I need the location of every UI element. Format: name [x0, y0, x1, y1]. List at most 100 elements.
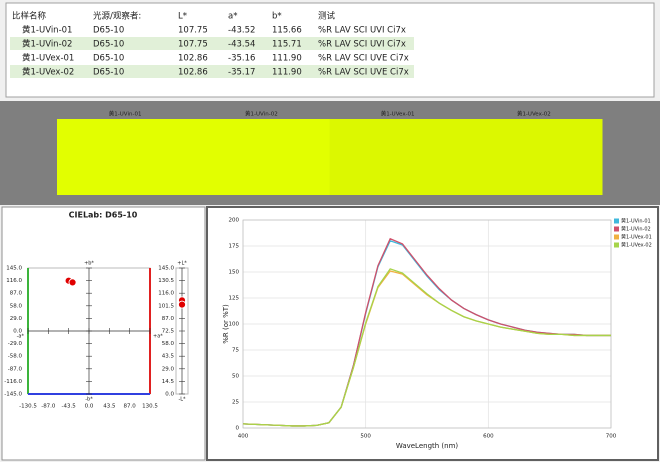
- x-tick-label: 400: [238, 434, 249, 440]
- y-tick-label: 200: [229, 218, 240, 224]
- table-cell: 黄1-UVin-02: [22, 39, 72, 50]
- table-cell: D65-10: [93, 68, 124, 78]
- spectrum-line: [242, 268, 611, 427]
- axis-label: +b*: [84, 261, 94, 267]
- ab-point: [68, 278, 77, 287]
- x-axis-label: WaveLength (nm): [396, 442, 459, 450]
- table-cell: 黄1-UVin-01: [22, 25, 72, 36]
- axis-label: -L*: [178, 397, 186, 403]
- table-cell: D65-10: [93, 40, 124, 50]
- color-swatch: [465, 119, 603, 195]
- legend-label: 黄1-UVex-01: [621, 234, 652, 241]
- column-header: 光源/观察者:: [93, 11, 141, 22]
- y-tick-label: -29.0: [8, 341, 23, 347]
- table-cell: -35.17: [228, 68, 255, 78]
- column-header: a*: [228, 12, 237, 22]
- y-tick-label: 29.0: [10, 316, 23, 322]
- x-tick-label: -43.5: [62, 404, 77, 410]
- y-tick-label: -116.0: [4, 379, 22, 385]
- legend-swatch: [614, 242, 619, 248]
- table-cell: D65-10: [93, 26, 124, 36]
- axis-label: +a*: [153, 334, 163, 340]
- row-highlight: [10, 65, 414, 78]
- x-tick-label: 0.0: [85, 404, 94, 410]
- plot-frame: [242, 219, 612, 429]
- cielab-panel: [1, 206, 206, 461]
- legend-label: 黄1-UVin-01: [621, 218, 651, 225]
- table-cell: 黄1-UVex-01: [22, 53, 74, 64]
- swatch-label: 黄1-UVex-01: [381, 110, 415, 118]
- table-cell: D65-10: [93, 54, 124, 64]
- table-cell: 黄1-UVex-02: [22, 67, 74, 78]
- y-tick-label: 87.0: [10, 291, 23, 297]
- y-tick-label: 50: [232, 374, 239, 380]
- table-cell: %R LAV SCI UVI Ci7x: [318, 26, 406, 36]
- table-cell: -43.54: [228, 40, 255, 50]
- axis-label: +L*: [177, 261, 187, 267]
- y-tick-label: 58.0: [10, 303, 23, 309]
- swatch-label: 黄1-UVex-02: [517, 110, 551, 118]
- y-tick-label: 145.0: [6, 266, 22, 272]
- y-tick-label: 116.0: [6, 278, 22, 284]
- y-tick-label: 125: [229, 296, 240, 302]
- y-tick-label: 100: [229, 322, 240, 328]
- cielab-title: CIELab: D65-10: [69, 211, 138, 220]
- y-axis-label: %R (or %T): [222, 304, 230, 344]
- l-tick-label: 101.5: [158, 303, 174, 309]
- table-cell: 115.66: [272, 26, 302, 36]
- legend-label: 黄1-UVex-02: [621, 242, 652, 249]
- column-header: b*: [272, 12, 282, 22]
- x-tick-label: 43.5: [103, 404, 116, 410]
- l-tick-label: 72.5: [162, 329, 175, 335]
- y-tick-label: -145.0: [4, 392, 22, 398]
- color-swatch: [57, 119, 194, 195]
- color-swatch: [329, 119, 467, 195]
- axis-label: -a*: [17, 334, 25, 340]
- spectrum-panel: [206, 206, 659, 461]
- y-tick-label: -87.0: [8, 366, 23, 372]
- l-tick-label: 0.0: [165, 392, 174, 398]
- l-tick-label: 29.0: [162, 366, 175, 372]
- l-tick-label: 130.5: [158, 278, 174, 284]
- table-cell: 107.75: [178, 40, 208, 50]
- table-cell: 111.90: [272, 54, 302, 64]
- y-tick-label: 175: [229, 244, 240, 250]
- table-cell: 115.71: [272, 40, 302, 50]
- table-cell: -43.52: [228, 26, 255, 36]
- table-cell: 107.75: [178, 26, 208, 36]
- row-highlight: [10, 37, 414, 50]
- x-tick-label: -130.5: [19, 404, 37, 410]
- legend-swatch: [614, 234, 619, 240]
- legend-label: 黄1-UVin-02: [621, 226, 651, 233]
- x-tick-label: 87.0: [124, 404, 137, 410]
- column-header: L*: [178, 12, 187, 22]
- y-tick-label: 0.0: [13, 329, 22, 335]
- l-tick-label: 116.0: [158, 291, 174, 297]
- x-tick-label: -87.0: [41, 404, 56, 410]
- column-header: 测试: [318, 11, 336, 22]
- table-cell: 102.86: [178, 68, 208, 78]
- y-tick-label: 0: [236, 426, 240, 432]
- l-tick-label: 43.5: [162, 354, 175, 360]
- swatch-label: 黄1-UVin-01: [109, 110, 142, 118]
- table-cell: -35.16: [228, 54, 255, 64]
- l-tick-label: 58.0: [162, 341, 175, 347]
- legend-swatch: [614, 218, 619, 224]
- l-tick-label: 14.5: [162, 379, 175, 385]
- column-header: 比样名称: [12, 11, 47, 22]
- legend-swatch: [614, 226, 619, 232]
- y-tick-label: 75: [232, 348, 239, 354]
- table-cell: 102.86: [178, 54, 208, 64]
- axis-label: -b*: [85, 397, 93, 403]
- l-point: [178, 300, 186, 309]
- x-tick-label: 500: [360, 434, 371, 440]
- l-tick-label: 145.0: [158, 266, 174, 272]
- x-tick-label: 700: [606, 434, 617, 440]
- swatch-label: 黄1-UVin-02: [245, 110, 278, 118]
- table-cell: 111.90: [272, 68, 302, 78]
- table-cell: %R LAV SCI UVI Ci7x: [318, 40, 406, 50]
- x-tick-label: 130.5: [142, 404, 158, 410]
- y-tick-label: -58.0: [8, 354, 23, 360]
- y-tick-label: 25: [232, 400, 239, 406]
